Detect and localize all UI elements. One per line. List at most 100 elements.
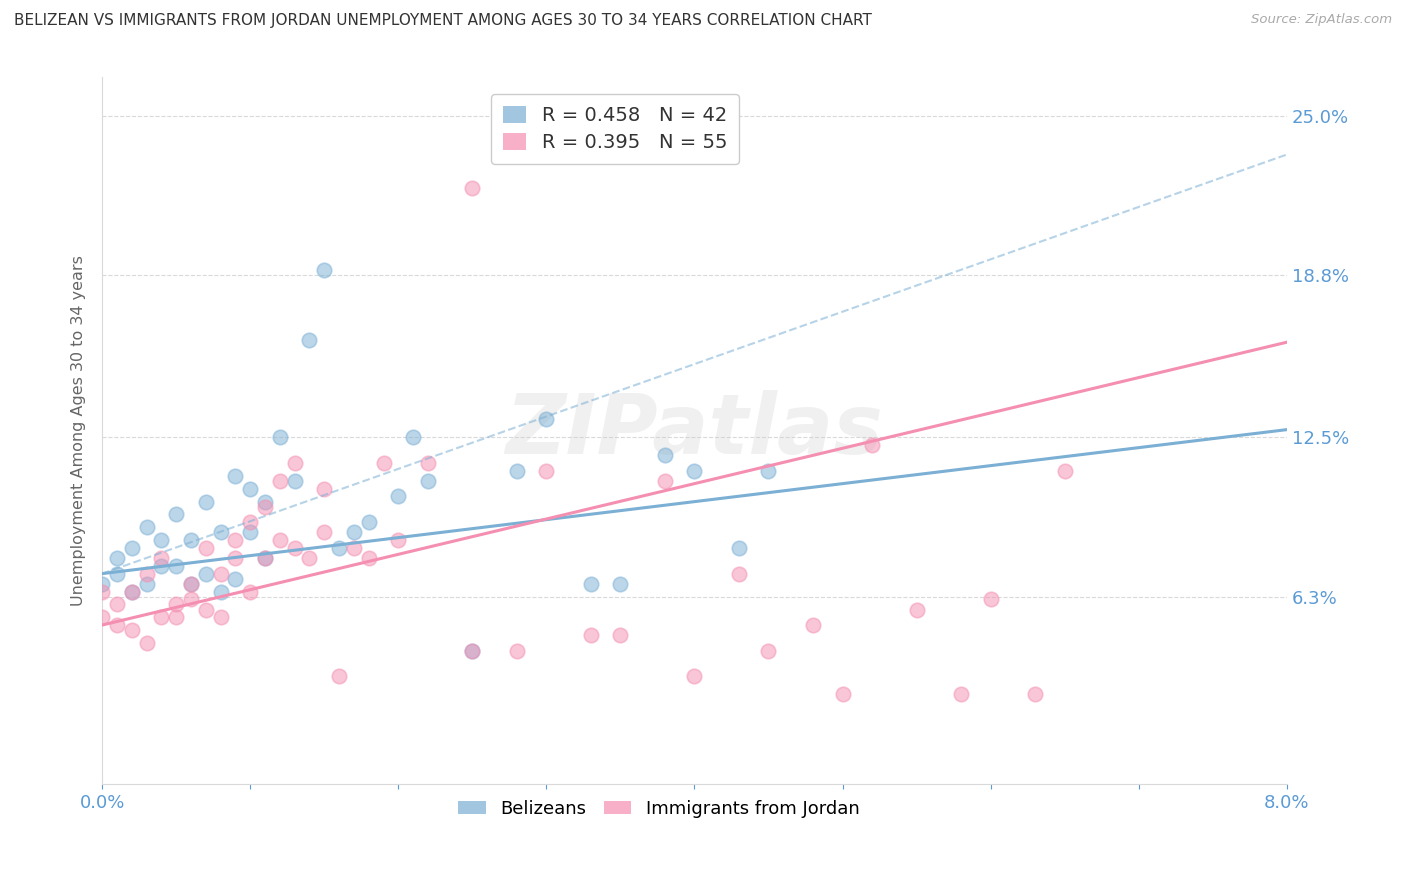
Point <box>801 618 824 632</box>
Point <box>254 551 277 566</box>
Point <box>949 688 972 702</box>
Text: ZIPatlas: ZIPatlas <box>506 391 883 472</box>
Point <box>121 584 143 599</box>
Point <box>105 566 128 581</box>
Point <box>150 551 173 566</box>
Point <box>506 644 529 658</box>
Point <box>135 577 157 591</box>
Point <box>150 558 173 573</box>
Text: Source: ZipAtlas.com: Source: ZipAtlas.com <box>1251 13 1392 27</box>
Point <box>980 592 1002 607</box>
Point <box>536 464 558 478</box>
Point <box>135 520 157 534</box>
Point <box>239 525 262 540</box>
Point <box>239 584 262 599</box>
Point <box>536 412 558 426</box>
Point <box>654 448 676 462</box>
Point <box>416 456 439 470</box>
Point <box>150 533 173 548</box>
Point <box>373 456 395 470</box>
Point <box>728 541 751 555</box>
Point <box>579 577 602 591</box>
Point <box>135 636 157 650</box>
Point <box>758 464 780 478</box>
Point <box>239 482 262 496</box>
Point <box>165 508 187 522</box>
Point <box>683 669 706 683</box>
Point <box>298 333 321 347</box>
Point <box>831 688 853 702</box>
Point <box>209 584 232 599</box>
Point <box>416 474 439 488</box>
Point <box>387 490 409 504</box>
Point <box>254 500 277 514</box>
Point <box>461 644 484 658</box>
Point <box>91 584 114 599</box>
Point <box>180 592 202 607</box>
Point <box>105 618 128 632</box>
Point <box>269 430 291 444</box>
Point <box>224 469 246 483</box>
Point <box>579 628 602 642</box>
Point <box>314 525 336 540</box>
Point <box>105 598 128 612</box>
Point <box>121 584 143 599</box>
Point <box>609 628 631 642</box>
Point <box>209 566 232 581</box>
Point <box>284 456 307 470</box>
Point <box>1024 688 1046 702</box>
Point <box>165 598 187 612</box>
Point <box>343 525 366 540</box>
Point <box>357 515 380 529</box>
Point <box>91 577 114 591</box>
Point <box>758 644 780 658</box>
Point <box>269 474 291 488</box>
Point <box>298 551 321 566</box>
Legend: Belizeans, Immigrants from Jordan: Belizeans, Immigrants from Jordan <box>451 792 866 825</box>
Point <box>343 541 366 555</box>
Point <box>1053 464 1076 478</box>
Point <box>506 464 529 478</box>
Point <box>728 566 751 581</box>
Point <box>224 551 246 566</box>
Point <box>209 525 232 540</box>
Point <box>905 602 928 616</box>
Point <box>180 533 202 548</box>
Point <box>860 438 883 452</box>
Point <box>224 572 246 586</box>
Point <box>254 494 277 508</box>
Point <box>224 533 246 548</box>
Point <box>654 474 676 488</box>
Point <box>194 494 217 508</box>
Point <box>461 644 484 658</box>
Point <box>180 577 202 591</box>
Point <box>194 541 217 555</box>
Point <box>683 464 706 478</box>
Y-axis label: Unemployment Among Ages 30 to 34 years: Unemployment Among Ages 30 to 34 years <box>72 255 86 607</box>
Text: BELIZEAN VS IMMIGRANTS FROM JORDAN UNEMPLOYMENT AMONG AGES 30 TO 34 YEARS CORREL: BELIZEAN VS IMMIGRANTS FROM JORDAN UNEMP… <box>14 13 872 29</box>
Point <box>284 474 307 488</box>
Point <box>209 610 232 624</box>
Point <box>314 482 336 496</box>
Point <box>284 541 307 555</box>
Point <box>328 541 350 555</box>
Point <box>150 610 173 624</box>
Point <box>165 558 187 573</box>
Point <box>254 551 277 566</box>
Point <box>180 577 202 591</box>
Point <box>239 515 262 529</box>
Point <box>402 430 425 444</box>
Point <box>387 533 409 548</box>
Point <box>194 602 217 616</box>
Point <box>165 610 187 624</box>
Point <box>314 263 336 277</box>
Point <box>91 610 114 624</box>
Point <box>121 541 143 555</box>
Point <box>328 669 350 683</box>
Point <box>105 551 128 566</box>
Point <box>121 623 143 637</box>
Point <box>357 551 380 566</box>
Point <box>461 181 484 195</box>
Point <box>609 577 631 591</box>
Point <box>135 566 157 581</box>
